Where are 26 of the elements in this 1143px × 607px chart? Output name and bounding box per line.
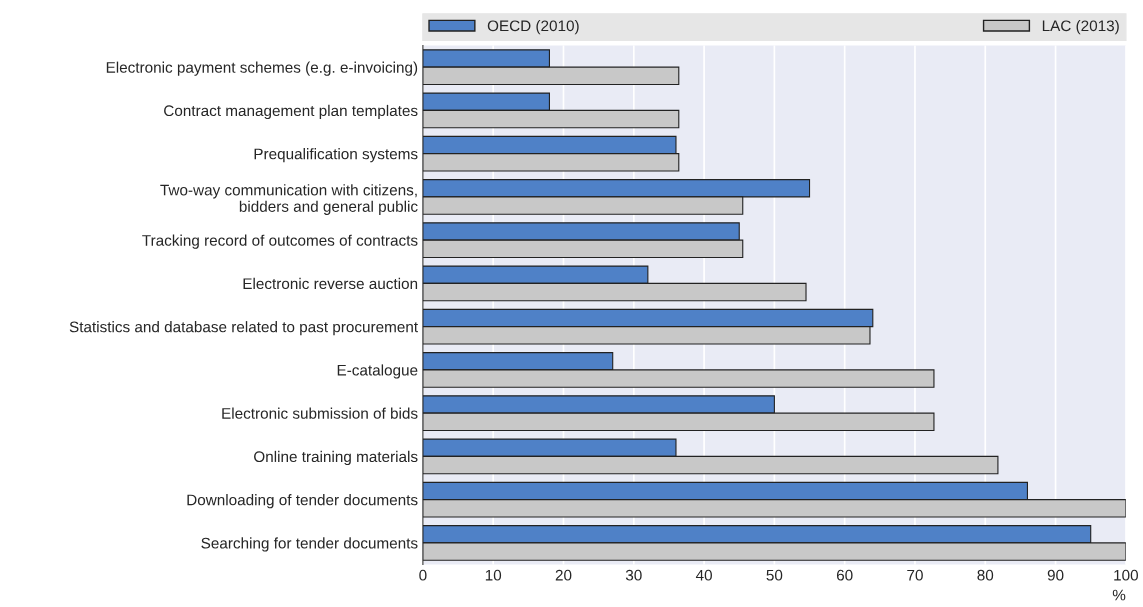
x-tick-label: 50 (766, 569, 783, 581)
x-tick-label: 40 (695, 569, 712, 581)
y-tick-label: Electronic reverse auction (243, 277, 418, 290)
y-tick-label: Electronic payment schemes (e.g. e-invoicing) (106, 61, 418, 76)
y-tick-label: Prequalification systems (254, 148, 418, 163)
y-tick-label: Downloading of tender documents (187, 494, 418, 509)
y-tick-label: Tracking record of outcomes of contracts (142, 234, 418, 249)
y-tick-label: Searching for tender documents (201, 537, 418, 552)
x-tick-label: 0 (419, 569, 427, 581)
y-tick-label: Online training materials (254, 450, 418, 466)
x-tick-label: 90 (1047, 569, 1064, 581)
y-tick-label: Contract management plan templates (164, 104, 418, 120)
x-tick-label: 20 (555, 569, 572, 581)
x-tick-label: 10 (485, 569, 502, 581)
y-tick-label: Electronic submission of bids (222, 407, 418, 419)
y-tick-label: E-catalogue (337, 364, 418, 379)
legend-label: OECD (2010) (487, 19, 579, 35)
y-tick-label: Two-way communication with citizens, bidders and general public (160, 184, 418, 215)
x-tick-label: 100 (1114, 569, 1138, 581)
legend-label: LAC (2013) (1042, 19, 1119, 35)
x-tick-label: 30 (625, 569, 642, 581)
x-tick-label: 60 (836, 569, 853, 581)
x-tick-label: 80 (977, 569, 994, 581)
x-tick-label: 70 (907, 569, 923, 581)
x-axis-title: % (1112, 589, 1126, 601)
y-tick-label: Statistics and database related to past procurement (69, 321, 418, 336)
